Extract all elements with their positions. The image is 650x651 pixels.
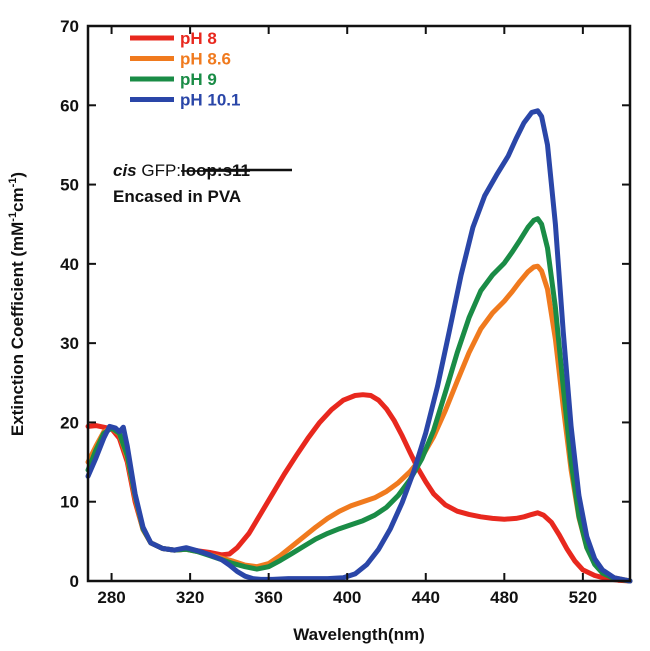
y-tick-label: 10: [60, 493, 79, 512]
y-tick-label: 60: [60, 96, 79, 115]
x-tick-label: 280: [97, 588, 125, 607]
legend-label-1: pH 8: [180, 29, 217, 48]
x-tick-label: 480: [490, 588, 518, 607]
plot-frame: [86, 24, 632, 583]
y-axis-title: Extinction Coefficient (mM-1cm-1): [7, 172, 27, 436]
y-tick-label: 40: [60, 255, 79, 274]
annotation-line2: Encased in PVA: [113, 187, 241, 206]
axis-ticks: 280 320 360 400 440 480 520 0 10 20 30 40 50 60 70: [60, 17, 630, 607]
x-axis-title: Wavelength(nm): [293, 625, 425, 644]
legend-label-3: pH 9: [180, 70, 217, 89]
x-tick-label: 400: [333, 588, 361, 607]
x-tick-label: 360: [254, 588, 282, 607]
y-tick-label: 0: [70, 572, 79, 591]
y-tick-label: 20: [60, 413, 79, 432]
x-tick-label: 520: [569, 588, 597, 607]
legend-label-4: pH 10.1: [180, 91, 240, 110]
annotation: cis GFP:loop:s11 Encased in PVA: [113, 161, 292, 206]
y-axis-title-main: Extinction Coefficient (mM: [8, 222, 27, 436]
x-tick-label: 320: [176, 588, 204, 607]
series-line-2: [85, 263, 633, 584]
y-axis-title-end: ): [8, 172, 27, 178]
plot-area: [85, 108, 633, 584]
y-axis-title-sup2: -1: [7, 178, 19, 188]
annotation-italic: cis: [113, 161, 137, 180]
annotation-normal: GFP:: [137, 161, 181, 180]
series-line-1: [85, 392, 633, 584]
annotation-line1: cis GFP:loop:s11: [113, 161, 250, 180]
y-tick-label: 50: [60, 176, 79, 195]
legend-label-2: pH 8.6: [180, 50, 231, 69]
y-tick-label: 70: [60, 17, 79, 36]
series-line-4: [85, 108, 633, 584]
y-tick-label: 30: [60, 334, 79, 353]
series-line-3: [85, 216, 633, 584]
x-tick-label: 440: [412, 588, 440, 607]
y-axis-title-sup1: -1: [7, 212, 19, 222]
legend: pH 8 pH 8.6pH 9 pH 10.1: [130, 29, 240, 110]
y-axis-title-mid: cm: [8, 187, 27, 212]
